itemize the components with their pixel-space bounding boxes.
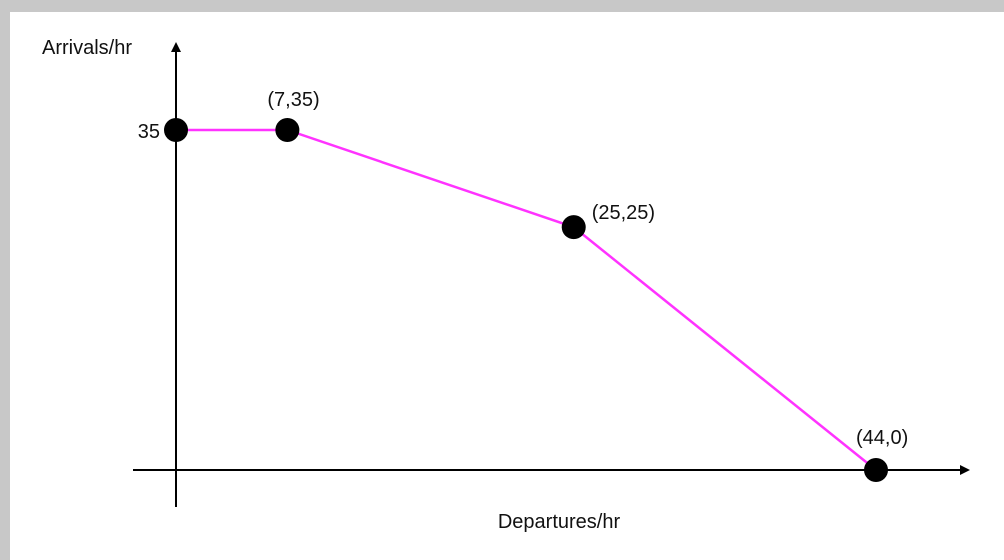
- data-point-label: (44,0): [856, 427, 908, 449]
- data-point-marker: [561, 215, 586, 240]
- series-line: [176, 128, 877, 471]
- data-point-marker: [275, 118, 300, 142]
- data-points: (7,35) (25,25) (44,0): [164, 89, 908, 482]
- data-point-label: (7,35): [267, 89, 319, 111]
- y-axis-label: Arrivals/hr: [42, 37, 132, 59]
- y-tick-label: 35: [138, 121, 160, 143]
- x-axis-label: Departures/hr: [498, 511, 621, 533]
- data-point-label: (25,25): [592, 202, 655, 224]
- data-point-marker: [864, 458, 888, 482]
- data-point-marker: [164, 118, 188, 142]
